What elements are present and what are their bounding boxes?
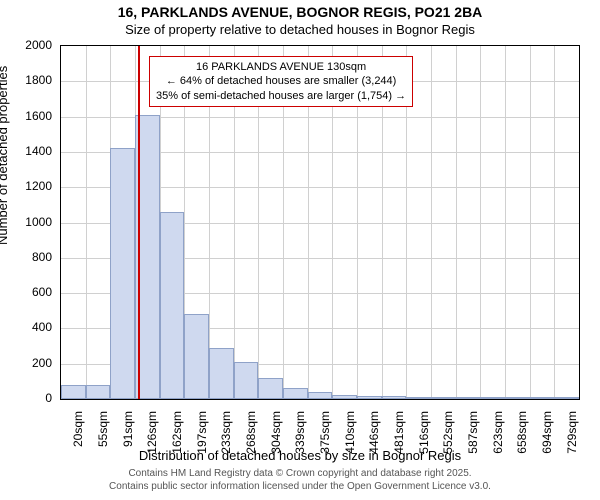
- gridline-v: [480, 46, 481, 399]
- y-tick-label: 1200: [12, 179, 52, 193]
- histogram-bar: [357, 396, 382, 399]
- histogram-bar: [160, 212, 185, 399]
- histogram-bar: [86, 385, 111, 399]
- gridline-v: [86, 46, 87, 399]
- annotation-box: 16 PARKLANDS AVENUE 130sqm← 64% of detac…: [149, 56, 413, 107]
- y-tick-label: 1600: [12, 109, 52, 123]
- histogram-bar: [283, 388, 308, 399]
- histogram-bar: [554, 397, 579, 399]
- page-title: 16, PARKLANDS AVENUE, BOGNOR REGIS, PO21…: [0, 4, 600, 20]
- histogram-bar: [505, 397, 530, 399]
- x-tick-label: 91sqm: [121, 411, 135, 447]
- gridline-v: [530, 46, 531, 399]
- histogram-bar: [480, 397, 505, 399]
- x-axis-label: Distribution of detached houses by size …: [0, 448, 600, 463]
- annotation-line: 16 PARKLANDS AVENUE 130sqm: [156, 60, 406, 74]
- histogram-bar: [110, 148, 135, 399]
- attribution-footer: Contains HM Land Registry data © Crown c…: [0, 467, 600, 493]
- y-tick-label: 800: [12, 250, 52, 264]
- gridline-v: [456, 46, 457, 399]
- y-tick-label: 400: [12, 320, 52, 334]
- histogram-bar: [530, 397, 555, 399]
- y-tick-labels: 0200400600800100012001400160018002000: [0, 45, 56, 400]
- y-tick-label: 200: [12, 356, 52, 370]
- histogram-bar: [61, 385, 86, 399]
- y-tick-label: 1400: [12, 144, 52, 158]
- histogram-bar: [332, 395, 357, 399]
- histogram-bar: [406, 397, 431, 399]
- histogram-bar: [184, 314, 209, 399]
- footer-line-2: Contains public sector information licen…: [0, 480, 600, 493]
- x-tick-label: 20sqm: [71, 411, 85, 447]
- y-tick-label: 1000: [12, 215, 52, 229]
- page-subtitle: Size of property relative to detached ho…: [0, 22, 600, 37]
- annotation-line: ← 64% of detached houses are smaller (3,…: [156, 74, 406, 88]
- histogram-bar: [209, 348, 234, 399]
- y-tick-label: 600: [12, 285, 52, 299]
- annotation-line: 35% of semi-detached houses are larger (…: [156, 89, 406, 103]
- gridline-v: [431, 46, 432, 399]
- y-tick-label: 0: [12, 391, 52, 405]
- histogram-bar: [456, 397, 481, 399]
- histogram-bar: [308, 392, 333, 399]
- gridline-v: [554, 46, 555, 399]
- y-tick-label: 1800: [12, 73, 52, 87]
- y-tick-label: 2000: [12, 38, 52, 52]
- footer-line-1: Contains HM Land Registry data © Crown c…: [0, 467, 600, 480]
- property-marker-line: [138, 46, 140, 399]
- histogram-bar: [234, 362, 259, 399]
- histogram-bar: [382, 396, 407, 399]
- histogram-bar: [258, 378, 283, 399]
- histogram-bar: [431, 397, 456, 399]
- gridline-v: [505, 46, 506, 399]
- chart-area: 16 PARKLANDS AVENUE 130sqm← 64% of detac…: [60, 45, 580, 400]
- x-tick-labels: 20sqm55sqm91sqm126sqm162sqm197sqm233sqm2…: [60, 400, 580, 450]
- x-tick-label: 55sqm: [96, 411, 110, 447]
